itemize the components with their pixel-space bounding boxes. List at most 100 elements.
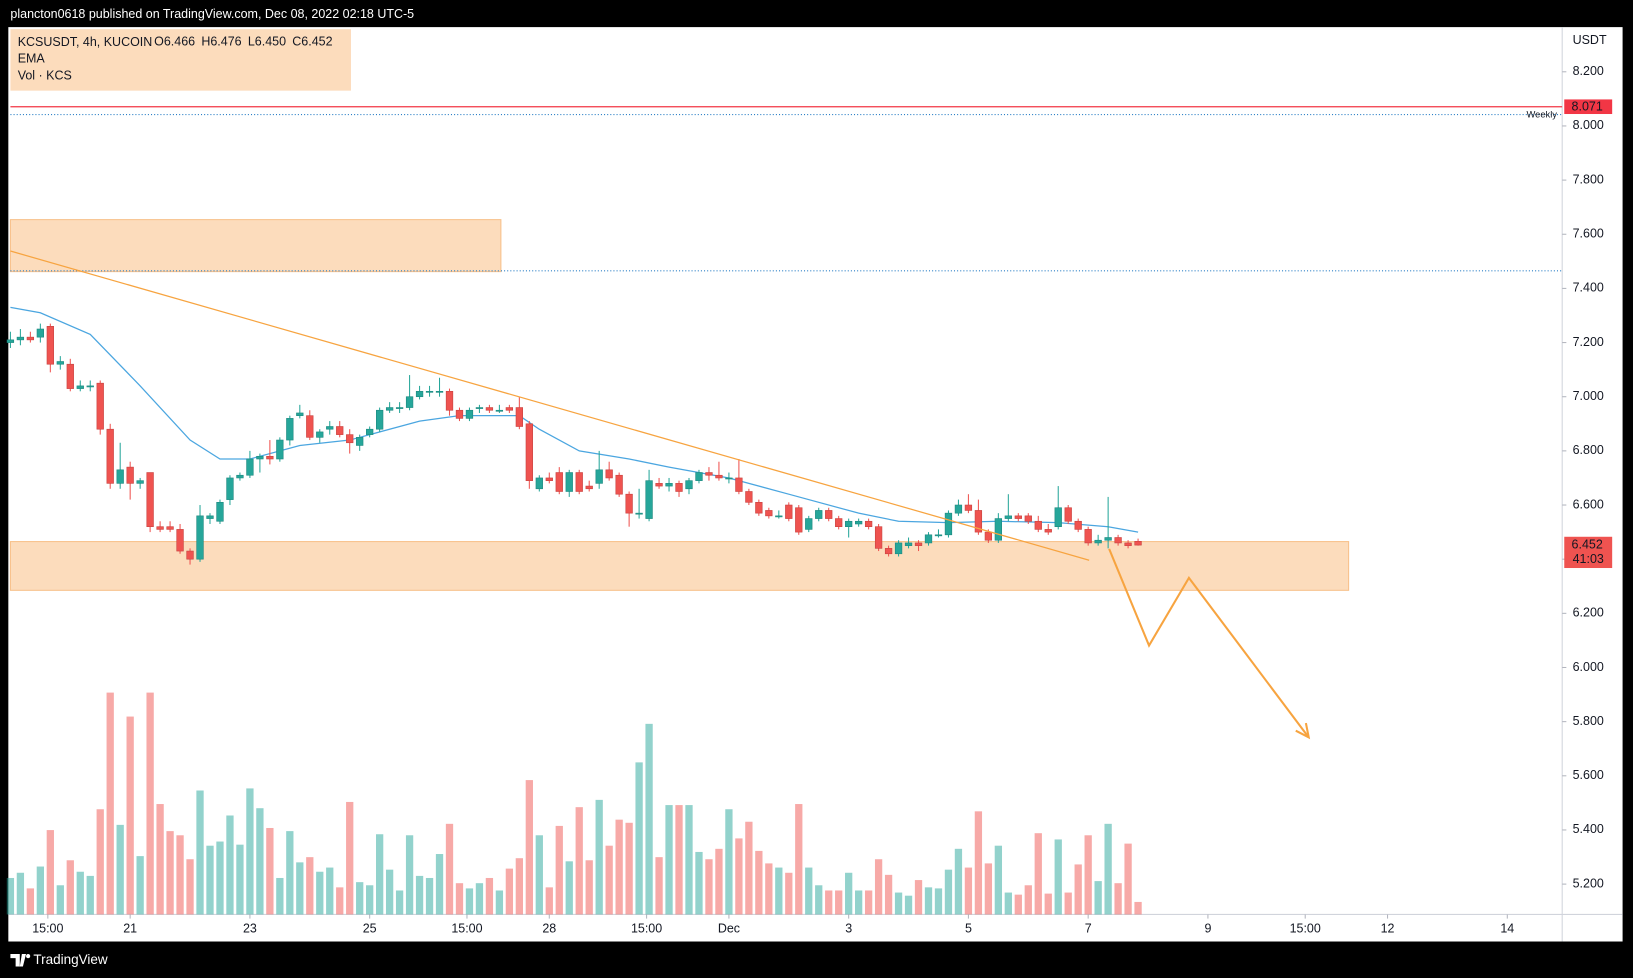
candle-body	[196, 515, 204, 560]
candle-body	[136, 480, 144, 484]
y-tick-label: 5.200	[1573, 876, 1604, 890]
volume-bar	[485, 877, 494, 915]
volume-bar	[964, 867, 973, 915]
volume-bar	[455, 883, 464, 915]
candle-body	[1044, 529, 1052, 533]
candle-body	[286, 418, 294, 441]
candle-body	[695, 472, 703, 481]
candle-body	[146, 472, 154, 528]
volume-bar	[745, 821, 753, 915]
volume-bar	[525, 780, 533, 915]
candle-body	[884, 548, 893, 555]
candle-body	[1024, 515, 1032, 522]
volume-bar	[296, 862, 304, 915]
candle-body	[535, 477, 543, 490]
candle-body	[954, 504, 963, 514]
volume-bar	[316, 871, 324, 915]
volume-bar	[595, 799, 603, 915]
countdown: 41:03	[1573, 552, 1604, 566]
logo	[10, 954, 27, 967]
volume-bar	[266, 827, 274, 915]
candle-body	[815, 510, 823, 519]
y-tick-label: 7.400	[1573, 281, 1604, 295]
volume-bar	[1094, 881, 1102, 915]
volume-bar	[346, 801, 354, 915]
candle-body	[16, 336, 25, 341]
candle-body	[366, 428, 374, 435]
candle-body	[805, 518, 813, 530]
legend-indicator: Vol · KCS	[18, 68, 72, 82]
volume-bar	[715, 848, 723, 915]
volume-bar	[984, 863, 993, 915]
volume-bar	[276, 877, 284, 915]
volume-bar	[136, 856, 144, 915]
candle-body	[994, 518, 1003, 541]
volume-bar	[106, 692, 114, 915]
candle-body	[515, 407, 523, 427]
volume-bar	[855, 890, 863, 915]
candle-body	[545, 477, 553, 481]
candle-body	[86, 385, 94, 388]
volume-bar	[1014, 894, 1022, 915]
volume-bar	[385, 869, 394, 915]
candle-body	[326, 426, 334, 430]
y-tick-label: 5.800	[1573, 714, 1604, 728]
x-tick-label: 28	[542, 921, 556, 935]
volume-bar	[864, 890, 873, 915]
candle-body	[645, 480, 653, 519]
x-tick-label: 14	[1500, 921, 1514, 935]
volume-bar	[675, 805, 683, 915]
volume-bar	[1004, 892, 1012, 915]
volume-bar	[884, 874, 893, 915]
candle-body	[1004, 515, 1012, 519]
candle-body	[116, 469, 124, 484]
volume-bar	[36, 866, 44, 915]
volume-bar	[994, 845, 1003, 915]
candle-body	[1014, 515, 1022, 519]
volume-bar	[835, 890, 843, 915]
volume-bar	[575, 807, 583, 915]
last-price: 6.452	[1572, 537, 1603, 551]
candle-body	[555, 472, 563, 492]
volume-bar	[605, 845, 613, 915]
candle-body	[705, 472, 713, 476]
y-tick-label: 6.200	[1573, 606, 1604, 620]
volume-bar	[555, 825, 563, 915]
volume-bar	[395, 890, 404, 915]
volume-bar	[286, 831, 294, 915]
legend-box	[10, 29, 351, 91]
candle-body	[336, 426, 344, 435]
candle-body	[944, 512, 953, 536]
candle-body	[795, 507, 803, 533]
candle-body	[316, 431, 324, 438]
volume-bar	[944, 869, 953, 915]
candle-body	[1064, 507, 1072, 522]
arrow-head	[1295, 722, 1311, 740]
candle-body	[6, 339, 15, 343]
volume-bar	[475, 883, 484, 915]
candle-body	[495, 409, 504, 412]
candle-body	[565, 472, 573, 492]
volume-bar	[845, 872, 853, 915]
volume-bar	[685, 805, 693, 915]
volume-bar	[545, 887, 553, 915]
y-tick-label: 7.000	[1573, 389, 1604, 403]
candle-body	[825, 510, 833, 519]
candle-body	[984, 531, 993, 541]
volume-bar	[146, 692, 154, 915]
volume-bar	[904, 895, 913, 915]
plot	[6, 106, 1563, 915]
candle-body	[635, 512, 643, 515]
candle-body	[236, 474, 244, 479]
candle-body	[485, 407, 494, 411]
volume-bar	[126, 716, 134, 915]
volume-bar	[236, 844, 244, 915]
candle-body	[1134, 540, 1142, 546]
y-tick-label: 8.200	[1573, 64, 1604, 78]
volume-bar	[914, 880, 923, 915]
x-tick-label: 15:00	[1290, 921, 1321, 935]
volume-bar	[825, 890, 833, 915]
volume-bar	[66, 860, 74, 915]
trendline	[10, 250, 1090, 561]
